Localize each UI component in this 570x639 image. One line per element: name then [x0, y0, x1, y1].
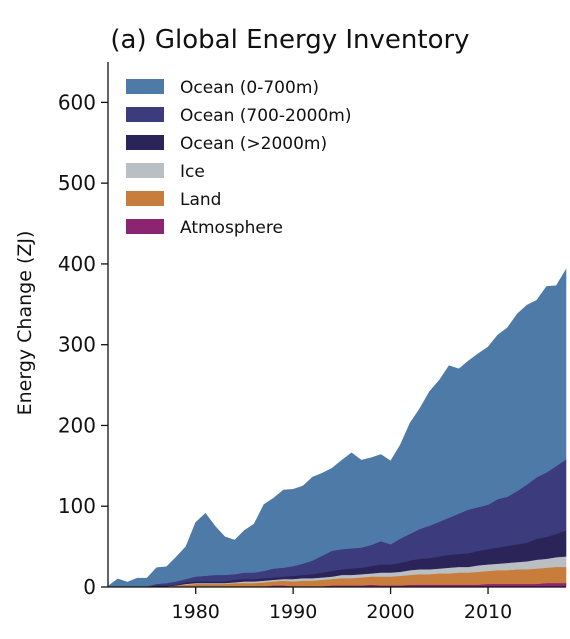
- legend-label-ocean-2000m: Ocean (>2000m): [180, 134, 327, 154]
- y-tick-label: 600: [58, 90, 96, 114]
- legend-label-ice: Ice: [180, 162, 205, 182]
- legend-swatch-atmosphere: [126, 219, 164, 234]
- legend-label-ocean-0-700m: Ocean (0-700m): [180, 78, 319, 98]
- legend-label-ocean-700-2000m: Ocean (700-2000m): [180, 106, 351, 126]
- y-axis-label: Energy Change (ZJ): [14, 231, 36, 416]
- legend-swatch-land: [126, 191, 164, 206]
- x-tick-label: 2010: [464, 601, 512, 623]
- y-tick-label: 400: [58, 252, 96, 276]
- x-tick-label: 1990: [269, 601, 317, 623]
- axes-layer: 0 100 200 300 400 500 600 1980 1990 2000 2010: [58, 62, 566, 623]
- y-tick-label: 100: [58, 494, 96, 518]
- chart-legend: Ocean (0-700m) Ocean (700-2000m) Ocean (>2…: [126, 78, 351, 238]
- y-tick-label: 300: [58, 333, 96, 357]
- y-tick-label: 500: [58, 171, 96, 195]
- legend-swatch-ocean-0-700m: [126, 79, 164, 94]
- legend-swatch-ocean-700-2000m: [126, 107, 164, 122]
- area-ocean-0-700m: [107, 268, 567, 588]
- chart-title: (a) Global Energy Inventory: [110, 25, 469, 55]
- areas-layer: [107, 268, 567, 588]
- x-tick-label: 1980: [172, 601, 220, 623]
- y-tick-label: 200: [58, 413, 96, 437]
- legend-label-land: Land: [180, 190, 221, 210]
- y-tick-label: 0: [83, 575, 96, 599]
- legend-label-atmosphere: Atmosphere: [180, 218, 283, 238]
- x-tick-label: 2000: [366, 601, 414, 623]
- legend-swatch-ocean-2000m: [126, 135, 164, 150]
- legend-swatch-ice: [126, 163, 164, 178]
